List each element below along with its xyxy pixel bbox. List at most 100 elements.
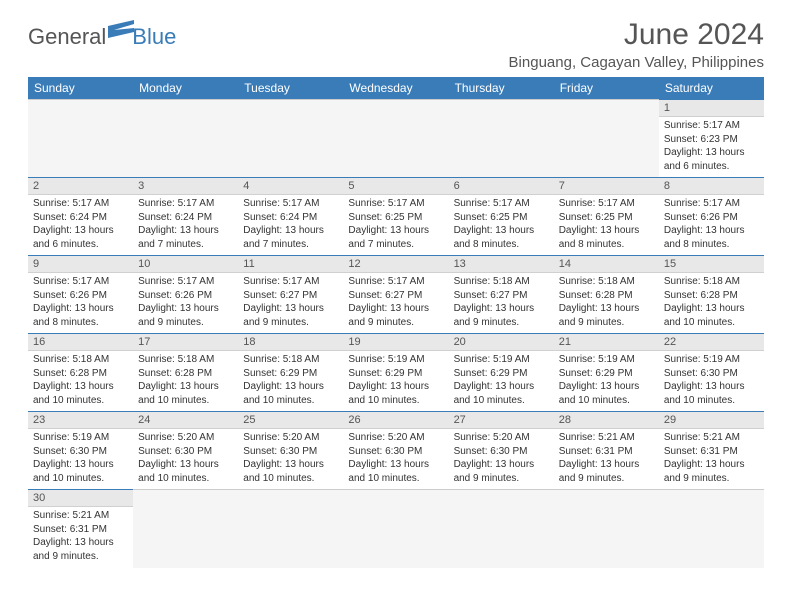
calendar-page: General Blue June 2024 Binguang, Cagayan…	[0, 0, 792, 586]
day-number: 28	[554, 412, 659, 429]
calendar-cell: 4Sunrise: 5:17 AMSunset: 6:24 PMDaylight…	[238, 178, 343, 256]
day-detail: Sunrise: 5:21 AMSunset: 6:31 PMDaylight:…	[554, 429, 659, 487]
calendar-cell: 12Sunrise: 5:17 AMSunset: 6:27 PMDayligh…	[343, 256, 448, 334]
calendar-cell: 17Sunrise: 5:18 AMSunset: 6:28 PMDayligh…	[133, 334, 238, 412]
day-number: 27	[449, 412, 554, 429]
logo-flag-icon	[108, 20, 134, 43]
calendar-cell: 20Sunrise: 5:19 AMSunset: 6:29 PMDayligh…	[449, 334, 554, 412]
calendar-cell: 30Sunrise: 5:21 AMSunset: 6:31 PMDayligh…	[28, 490, 133, 568]
location: Binguang, Cagayan Valley, Philippines	[509, 54, 764, 71]
calendar-cell: 27Sunrise: 5:20 AMSunset: 6:30 PMDayligh…	[449, 412, 554, 490]
day-number: 22	[659, 334, 764, 351]
calendar-cell: 10Sunrise: 5:17 AMSunset: 6:26 PMDayligh…	[133, 256, 238, 334]
calendar-table: SundayMondayTuesdayWednesdayThursdayFrid…	[28, 77, 764, 568]
day-number: 12	[343, 256, 448, 273]
calendar-week: 9Sunrise: 5:17 AMSunset: 6:26 PMDaylight…	[28, 256, 764, 334]
day-number: 17	[133, 334, 238, 351]
day-number: 21	[554, 334, 659, 351]
calendar-cell: 15Sunrise: 5:18 AMSunset: 6:28 PMDayligh…	[659, 256, 764, 334]
logo-text-2: Blue	[132, 24, 176, 50]
calendar-cell: 21Sunrise: 5:19 AMSunset: 6:29 PMDayligh…	[554, 334, 659, 412]
day-detail: Sunrise: 5:18 AMSunset: 6:28 PMDaylight:…	[133, 351, 238, 409]
day-number: 18	[238, 334, 343, 351]
calendar-cell: 11Sunrise: 5:17 AMSunset: 6:27 PMDayligh…	[238, 256, 343, 334]
calendar-body: 1Sunrise: 5:17 AMSunset: 6:23 PMDaylight…	[28, 100, 764, 568]
day-detail: Sunrise: 5:18 AMSunset: 6:27 PMDaylight:…	[449, 273, 554, 331]
calendar-week: 30Sunrise: 5:21 AMSunset: 6:31 PMDayligh…	[28, 490, 764, 568]
day-detail: Sunrise: 5:18 AMSunset: 6:29 PMDaylight:…	[238, 351, 343, 409]
day-number: 24	[133, 412, 238, 429]
day-number: 23	[28, 412, 133, 429]
day-number: 1	[659, 100, 764, 117]
day-detail: Sunrise: 5:20 AMSunset: 6:30 PMDaylight:…	[238, 429, 343, 487]
day-header: Tuesday	[238, 77, 343, 100]
calendar-cell	[554, 100, 659, 178]
day-number: 11	[238, 256, 343, 273]
day-detail: Sunrise: 5:17 AMSunset: 6:25 PMDaylight:…	[449, 195, 554, 253]
calendar-cell: 7Sunrise: 5:17 AMSunset: 6:25 PMDaylight…	[554, 178, 659, 256]
day-detail: Sunrise: 5:17 AMSunset: 6:27 PMDaylight:…	[238, 273, 343, 331]
day-detail: Sunrise: 5:21 AMSunset: 6:31 PMDaylight:…	[28, 507, 133, 565]
day-number: 16	[28, 334, 133, 351]
calendar-cell: 24Sunrise: 5:20 AMSunset: 6:30 PMDayligh…	[133, 412, 238, 490]
calendar-cell: 14Sunrise: 5:18 AMSunset: 6:28 PMDayligh…	[554, 256, 659, 334]
day-number: 2	[28, 178, 133, 195]
day-header: Thursday	[449, 77, 554, 100]
calendar-cell	[343, 490, 448, 568]
day-detail: Sunrise: 5:17 AMSunset: 6:26 PMDaylight:…	[28, 273, 133, 331]
calendar-cell: 2Sunrise: 5:17 AMSunset: 6:24 PMDaylight…	[28, 178, 133, 256]
day-detail: Sunrise: 5:18 AMSunset: 6:28 PMDaylight:…	[659, 273, 764, 331]
day-header: Monday	[133, 77, 238, 100]
calendar-week: 1Sunrise: 5:17 AMSunset: 6:23 PMDaylight…	[28, 100, 764, 178]
day-number: 3	[133, 178, 238, 195]
calendar-week: 23Sunrise: 5:19 AMSunset: 6:30 PMDayligh…	[28, 412, 764, 490]
calendar-week: 16Sunrise: 5:18 AMSunset: 6:28 PMDayligh…	[28, 334, 764, 412]
day-number: 6	[449, 178, 554, 195]
day-detail: Sunrise: 5:18 AMSunset: 6:28 PMDaylight:…	[28, 351, 133, 409]
day-detail: Sunrise: 5:17 AMSunset: 6:26 PMDaylight:…	[133, 273, 238, 331]
day-number: 20	[449, 334, 554, 351]
calendar-cell: 9Sunrise: 5:17 AMSunset: 6:26 PMDaylight…	[28, 256, 133, 334]
day-number: 26	[343, 412, 448, 429]
day-detail: Sunrise: 5:20 AMSunset: 6:30 PMDaylight:…	[343, 429, 448, 487]
calendar-cell: 6Sunrise: 5:17 AMSunset: 6:25 PMDaylight…	[449, 178, 554, 256]
day-header: Saturday	[659, 77, 764, 100]
day-number: 19	[343, 334, 448, 351]
calendar-cell	[343, 100, 448, 178]
day-number: 9	[28, 256, 133, 273]
day-number: 8	[659, 178, 764, 195]
day-number: 25	[238, 412, 343, 429]
calendar-cell: 3Sunrise: 5:17 AMSunset: 6:24 PMDaylight…	[133, 178, 238, 256]
calendar-cell	[449, 490, 554, 568]
calendar-cell: 18Sunrise: 5:18 AMSunset: 6:29 PMDayligh…	[238, 334, 343, 412]
day-number: 10	[133, 256, 238, 273]
day-detail: Sunrise: 5:19 AMSunset: 6:29 PMDaylight:…	[343, 351, 448, 409]
day-detail: Sunrise: 5:17 AMSunset: 6:23 PMDaylight:…	[659, 117, 764, 175]
day-header: Wednesday	[343, 77, 448, 100]
title-block: June 2024 Binguang, Cagayan Valley, Phil…	[509, 18, 764, 71]
calendar-cell	[554, 490, 659, 568]
calendar-cell: 13Sunrise: 5:18 AMSunset: 6:27 PMDayligh…	[449, 256, 554, 334]
day-number: 13	[449, 256, 554, 273]
day-detail: Sunrise: 5:17 AMSunset: 6:26 PMDaylight:…	[659, 195, 764, 253]
calendar-cell	[133, 100, 238, 178]
day-number: 15	[659, 256, 764, 273]
day-detail: Sunrise: 5:21 AMSunset: 6:31 PMDaylight:…	[659, 429, 764, 487]
day-header: Friday	[554, 77, 659, 100]
day-number: 29	[659, 412, 764, 429]
calendar-cell: 28Sunrise: 5:21 AMSunset: 6:31 PMDayligh…	[554, 412, 659, 490]
calendar-cell	[238, 100, 343, 178]
day-detail: Sunrise: 5:17 AMSunset: 6:27 PMDaylight:…	[343, 273, 448, 331]
day-detail: Sunrise: 5:17 AMSunset: 6:24 PMDaylight:…	[133, 195, 238, 253]
calendar-cell: 22Sunrise: 5:19 AMSunset: 6:30 PMDayligh…	[659, 334, 764, 412]
calendar-cell	[659, 490, 764, 568]
calendar-cell: 1Sunrise: 5:17 AMSunset: 6:23 PMDaylight…	[659, 100, 764, 178]
calendar-cell	[133, 490, 238, 568]
header-row: SundayMondayTuesdayWednesdayThursdayFrid…	[28, 77, 764, 100]
day-detail: Sunrise: 5:19 AMSunset: 6:30 PMDaylight:…	[28, 429, 133, 487]
logo: General Blue	[28, 24, 176, 50]
calendar-cell: 23Sunrise: 5:19 AMSunset: 6:30 PMDayligh…	[28, 412, 133, 490]
day-detail: Sunrise: 5:19 AMSunset: 6:29 PMDaylight:…	[554, 351, 659, 409]
day-number: 14	[554, 256, 659, 273]
day-detail: Sunrise: 5:19 AMSunset: 6:29 PMDaylight:…	[449, 351, 554, 409]
